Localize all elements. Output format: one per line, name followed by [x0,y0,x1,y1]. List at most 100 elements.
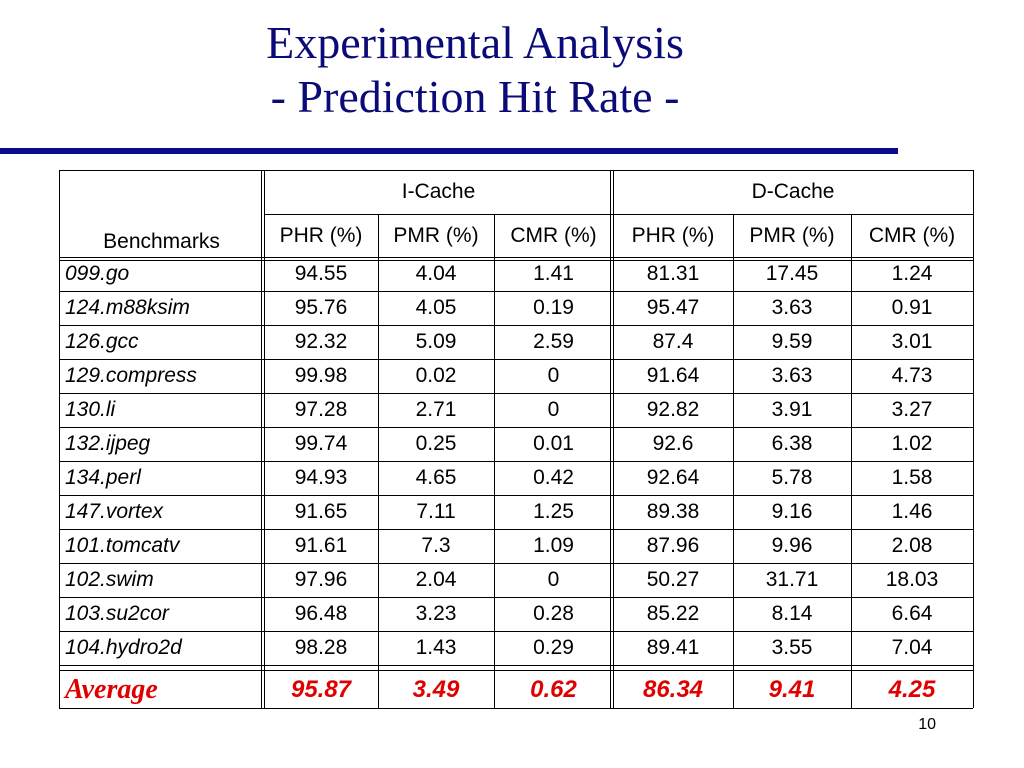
table-cell: 81.31 [646,262,700,285]
benchmark-name: 130.li [65,398,116,421]
table-cell: 8.14 [771,602,813,625]
table-cell: 0.91 [891,296,933,319]
benchmark-name: 101.tomcatv [65,534,180,557]
table-cell: 5.78 [771,466,813,489]
average-cell: 95.87 [290,675,352,703]
benchmark-name: 104.hydro2d [65,636,182,659]
table-cell: 9.96 [771,534,813,557]
table-cell: 6.38 [771,432,813,455]
table-cell: 1.58 [891,466,933,489]
group-divider-2 [613,170,614,708]
table-cell: 92.64 [646,466,700,489]
table-cell: 87.4 [652,330,694,353]
row-divider [59,393,973,394]
row-divider [59,563,973,564]
table-cell: 0.28 [533,602,574,625]
table-vline [733,214,734,708]
row-divider [59,597,973,598]
table-cell: 95.47 [646,296,700,319]
table-cell: 1.41 [533,262,574,285]
table-cell: 85.22 [646,602,700,625]
row-divider [59,291,973,292]
benchmark-name: 102.swim [65,568,154,591]
average-label: Average [65,673,158,705]
group-header-dcache: D-Cache [751,180,835,203]
average-cell: 86.34 [642,675,704,703]
table-cell: 7.3 [421,534,451,557]
title-line-2: - Prediction Hit Rate - [270,71,680,122]
group-header-divider [264,214,973,215]
table-cell: 96.48 [294,602,348,625]
table-cell: 18.03 [885,568,939,591]
benchmark-name: 134.perl [65,466,141,489]
table-cell: 94.93 [294,466,348,489]
table-cell: 91.61 [294,534,348,557]
table-cell: 31.71 [765,568,819,591]
table-vline [378,214,379,708]
table-cell: 3.27 [891,398,933,421]
table-cell: 1.09 [533,534,574,557]
table-cell: 0.01 [533,432,574,455]
group-header-icache: I-Cache [401,180,476,203]
table-cell: 0.25 [415,432,457,455]
benchmark-name: 132.ijpeg [65,432,151,455]
table-cell: 2.71 [415,398,457,421]
table-cell: 2.59 [533,330,574,353]
table-cell: 4.73 [891,364,933,387]
table-cell: 92.82 [646,398,700,421]
table-cell: 4.04 [415,262,457,285]
average-cell: 3.49 [412,675,460,703]
row-divider [59,359,973,360]
row-divider [59,325,973,326]
benchmark-name: 103.su2cor [65,602,169,625]
table-cell: 98.28 [294,636,348,659]
table-vline [851,214,852,708]
row-divider [59,631,973,632]
table-right-border [973,170,974,708]
table-cell: 87.96 [646,534,700,557]
average-top-border [59,670,973,671]
table-cell: 97.96 [294,568,348,591]
benchmark-name: 129.compress [65,364,197,387]
table-cell: 0 [547,364,560,387]
row-divider [59,461,973,462]
table-cell: 7.04 [891,636,933,659]
subheader-dcache-1: PMR (%) [749,223,835,247]
table-cell: 3.91 [771,398,813,421]
table-cell: 91.65 [294,500,348,523]
table-cell: 92.32 [294,330,348,353]
table-cell: 0.29 [533,636,574,659]
title-line-1: Experimental Analysis [266,17,684,68]
table-cell: 1.43 [415,636,457,659]
table-cell: 92.6 [652,432,694,455]
benchmark-col-border [261,170,262,708]
table-cell: 50.27 [646,568,700,591]
table-vline [494,214,495,708]
prediction-hit-rate-table: I-Cache D-Cache Benchmarks PHR (%) PMR (%) CM… [59,170,974,709]
subheader-dcache-2: CMR (%) [868,223,956,247]
table-cell: 3.63 [771,364,813,387]
table-cell: 1.46 [891,500,933,523]
table-cell: 1.25 [533,500,574,523]
table-cell: 94.55 [294,262,348,285]
data-bottom-border [59,665,973,666]
table-cell: 5.09 [415,330,457,353]
table-cell: 91.64 [646,364,700,387]
slide-title: Experimental Analysis - Prediction Hit R… [0,16,950,124]
header-bottom-border-2 [59,260,973,261]
table-cell: 6.64 [891,602,933,625]
page-number: 10 [918,716,936,733]
table-cell: 7.11 [416,500,456,523]
table-cell: 89.41 [646,636,700,659]
benchmark-col-border-2 [264,170,265,708]
table-cell: 3.55 [771,636,813,659]
benchmark-name: 126.gcc [65,330,139,353]
average-cell: 4.25 [888,675,936,703]
average-cell: 9.41 [768,675,816,703]
subheader-icache-0: PHR (%) [279,223,363,247]
table-cell: 3.23 [415,602,457,625]
benchmarks-header: Benchmarks [103,230,220,253]
benchmark-name: 124.m88ksim [65,296,190,319]
title-divider [0,148,898,154]
benchmark-name: 099.go [65,262,130,285]
